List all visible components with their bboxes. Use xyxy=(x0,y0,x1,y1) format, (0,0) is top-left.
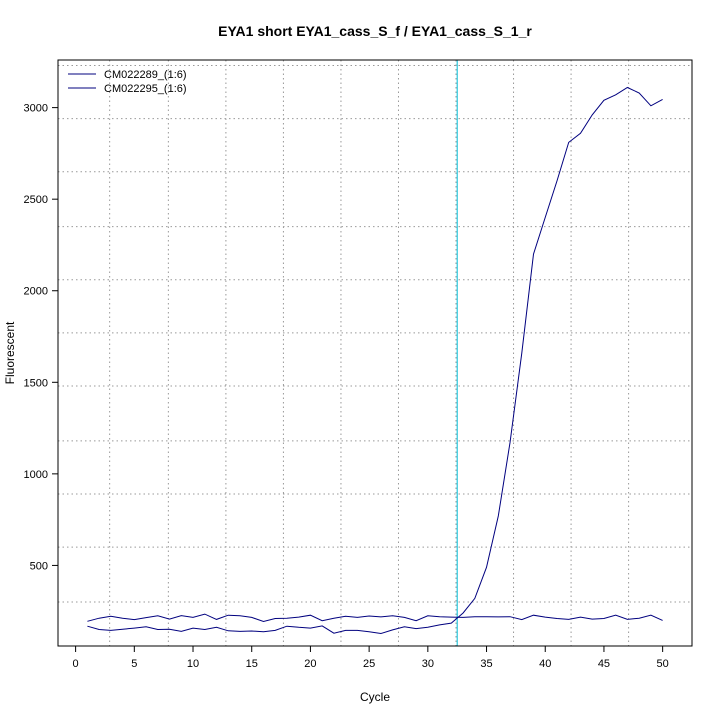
x-axis-label: Cycle xyxy=(360,690,390,704)
plot-frame xyxy=(57,59,693,647)
x-tick-label: 0 xyxy=(73,658,79,670)
x-axis: 0 5 10 15 20 25 30 35 40 45 50 xyxy=(73,645,669,670)
series-line-1 xyxy=(87,86,663,635)
y-tick-label: 1000 xyxy=(24,469,48,481)
legend: CM022289_(1:6) CM022295_(1:6) xyxy=(68,69,187,95)
x-tick-label: 35 xyxy=(480,658,492,670)
x-tick-label: 5 xyxy=(131,658,137,670)
x-tick-label: 25 xyxy=(363,658,375,670)
y-tick-label: 2000 xyxy=(24,286,48,298)
y-tick-label: 3000 xyxy=(24,103,48,115)
legend-label: CM022289_(1:6) xyxy=(104,69,187,81)
x-tick-label: 15 xyxy=(246,658,258,670)
y-axis-label: Fluorescent xyxy=(3,321,17,384)
legend-label: CM022295_(1:6) xyxy=(104,83,187,95)
x-tick-label: 45 xyxy=(598,658,610,670)
x-tick-label: 40 xyxy=(539,658,551,670)
series-line-2 xyxy=(87,613,663,623)
x-tick-label: 30 xyxy=(422,658,434,670)
x-tick-label: 10 xyxy=(187,658,199,670)
grid-lines xyxy=(58,60,692,646)
x-tick-label: 50 xyxy=(657,658,669,670)
series-lines xyxy=(87,86,663,635)
chart-title: EYA1 short EYA1_cass_S_f / EYA1_cass_S_1… xyxy=(218,23,532,39)
y-axis: 500 1000 1500 2000 2500 3000 xyxy=(24,103,59,572)
y-tick-label: 1500 xyxy=(24,377,48,389)
x-tick-label: 20 xyxy=(304,658,316,670)
y-tick-label: 2500 xyxy=(24,194,48,206)
y-tick-label: 500 xyxy=(30,560,48,572)
